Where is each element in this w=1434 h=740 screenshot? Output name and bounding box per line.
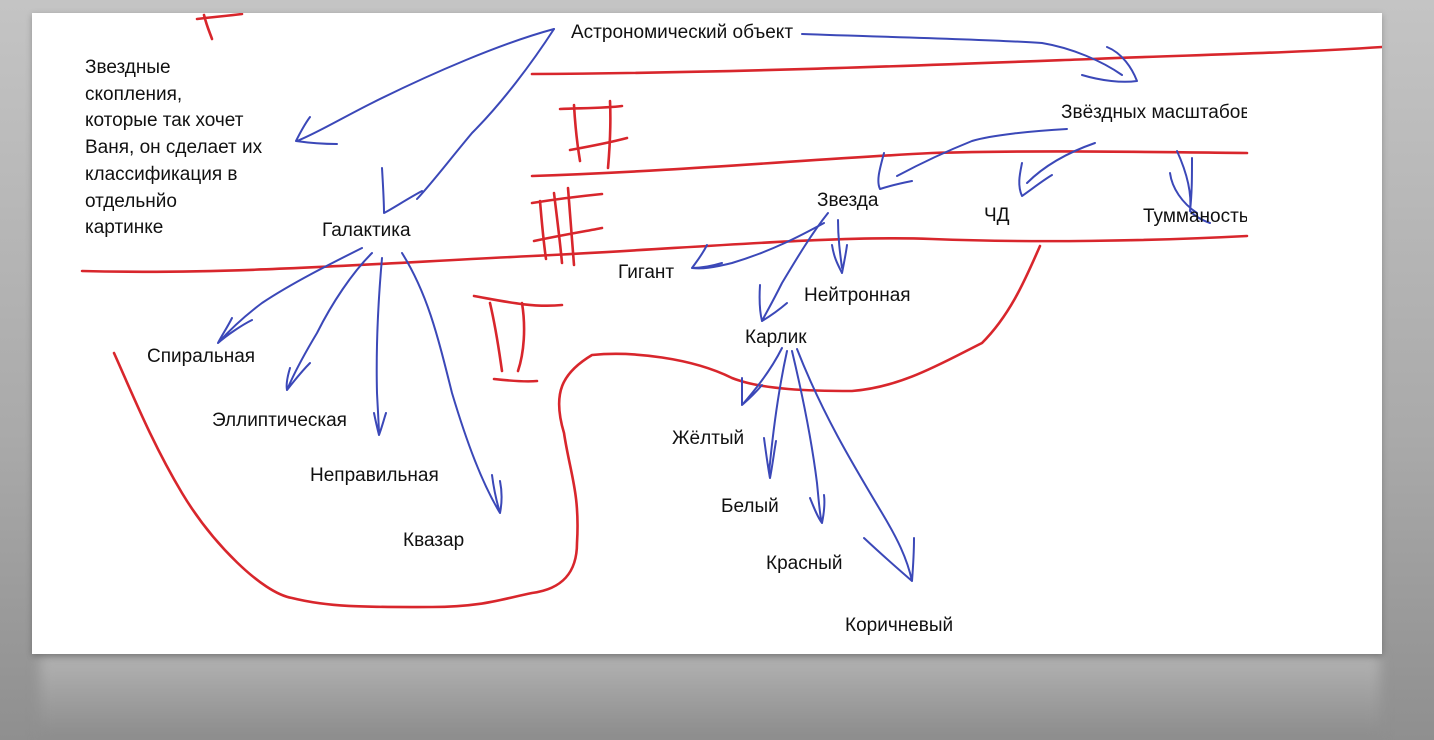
nebula-label[interactable]: Тумманость — [1143, 207, 1247, 226]
note-line: картинке — [85, 217, 164, 239]
ink-layer — [80, 13, 1382, 609]
stellar-scale-label[interactable]: Звёздных масштабов — [1061, 103, 1247, 122]
red-ink — [80, 13, 1382, 609]
white-dwarf-label[interactable]: Белый — [721, 496, 779, 517]
page-shadow — [40, 655, 1380, 740]
note-line: скопления, — [85, 83, 183, 105]
note-line: классификация в — [85, 163, 238, 185]
elliptical-label[interactable]: Эллиптическая — [212, 410, 347, 431]
arrow-star-to-neutron — [831, 219, 848, 274]
mark-III — [530, 186, 604, 267]
yellow-dwarf-label[interactable]: Жёлтый — [672, 428, 745, 449]
arrow-root-to-stellar — [801, 33, 1138, 83]
arrow-galaxy-to-irregular — [373, 257, 387, 436]
mark-II — [558, 99, 629, 170]
note-line: отдельнйо — [85, 190, 177, 212]
arrow-dwarf-to-yellow — [741, 347, 783, 406]
root-node-label[interactable]: Астрономический объект — [571, 22, 794, 43]
separator-line-top — [530, 45, 1382, 76]
arrow-galaxy-to-spiral — [217, 247, 363, 344]
arrow-galaxy-to-quasar — [401, 252, 503, 514]
giant-label[interactable]: Гигант — [618, 262, 675, 283]
clusters-note[interactable]: Звездные скопления, которые так хочет Ва… — [85, 55, 285, 242]
note-line: которые так хочет — [85, 110, 244, 132]
note-line: Ваня, он сделает их — [85, 137, 263, 159]
arrow-dwarf-to-brown — [796, 348, 915, 582]
mark-IV — [472, 294, 564, 383]
separator-line-bottom — [80, 234, 1249, 274]
arrow-root-to-clusters — [295, 28, 555, 145]
separator-line-middle — [530, 150, 1249, 178]
dwarf-label[interactable]: Карлик — [745, 327, 807, 348]
mark-I — [195, 13, 244, 41]
arrow-stellar-to-bh — [1018, 142, 1096, 197]
brown-dwarf-label[interactable]: Коричневый — [845, 615, 954, 636]
neutron-label[interactable]: Нейтронная — [804, 285, 911, 306]
quasar-label[interactable]: Квазар — [403, 530, 465, 551]
note-line: Звездные — [85, 57, 171, 78]
arrow-galaxy-to-elliptical — [285, 252, 373, 391]
black-hole-label[interactable]: ЧД — [984, 205, 1010, 226]
arrow-dwarf-to-white — [763, 350, 788, 479]
galaxy-region-outline — [112, 244, 1042, 609]
red-dwarf-label[interactable]: Красный — [766, 553, 843, 574]
arrow-star-to-dwarf — [758, 212, 829, 322]
whiteboard-canvas[interactable]: Астрономический объект Звездные скоплени… — [32, 13, 1382, 654]
arrow-dwarf-to-red — [791, 350, 826, 524]
arrow-root-to-galaxy — [381, 28, 555, 214]
irregular-label[interactable]: Неправильная — [310, 465, 439, 486]
arrow-star-to-giant — [691, 222, 825, 270]
arrow-stellar-to-nebula — [1169, 150, 1211, 224]
arrow-stellar-to-star — [877, 128, 1068, 190]
star-label[interactable]: Звезда — [817, 190, 879, 211]
spiral-label[interactable]: Спиральная — [147, 346, 256, 367]
galaxy-label[interactable]: Галактика — [322, 220, 411, 241]
blue-ink — [217, 28, 1211, 582]
